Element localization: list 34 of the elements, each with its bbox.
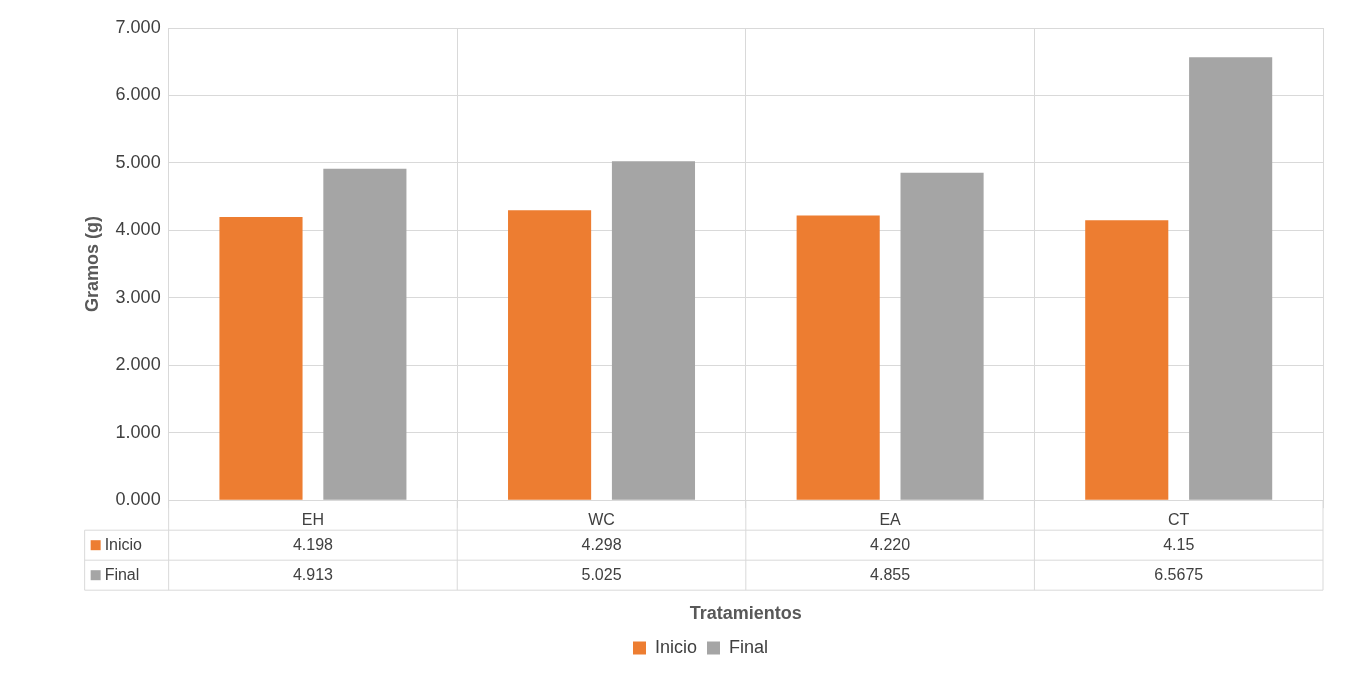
x-axis-title: Tratamientos — [689, 603, 802, 624]
text: Final — [104, 565, 140, 583]
data-label: 5.025 — [581, 565, 622, 583]
x-tick-label: EA — [879, 511, 902, 529]
bar — [796, 215, 880, 500]
bar — [1085, 220, 1169, 500]
bar — [219, 217, 303, 500]
x-tick-label: CT — [1168, 511, 1190, 529]
y-tick-label: 5.000 — [115, 151, 161, 172]
text: Inicio — [654, 636, 698, 657]
legend-label: Final — [729, 636, 769, 657]
y-tick-label: 2.000 — [115, 354, 161, 375]
bar — [508, 210, 592, 500]
y-tick-label: 7.000 — [115, 16, 161, 37]
y-tick-label: 6.000 — [115, 84, 161, 105]
data-label: 6.5675 — [1154, 565, 1204, 583]
bar — [900, 172, 984, 500]
y-tick-label: 3.000 — [115, 286, 161, 307]
data-label: 4.298 — [581, 535, 622, 553]
x-tick-label: WC — [588, 511, 615, 529]
data-label: 4.855 — [870, 565, 911, 583]
bar — [1189, 57, 1273, 500]
bar — [611, 161, 696, 500]
y-tick-label: 1.000 — [115, 421, 161, 442]
data-label: 4.220 — [870, 535, 911, 553]
y-tick-label: 0.000 — [115, 489, 161, 510]
data-label: 4.15 — [1163, 535, 1195, 553]
data-label: 4.198 — [292, 535, 334, 553]
bar — [323, 168, 407, 500]
x-tick-label: EH — [301, 511, 325, 529]
y-tick-label: 4.000 — [115, 219, 161, 240]
y-axis-title: Gramos (g) — [81, 216, 102, 313]
legend-label: Inicio — [104, 535, 143, 553]
data-label: 4.913 — [292, 565, 334, 583]
